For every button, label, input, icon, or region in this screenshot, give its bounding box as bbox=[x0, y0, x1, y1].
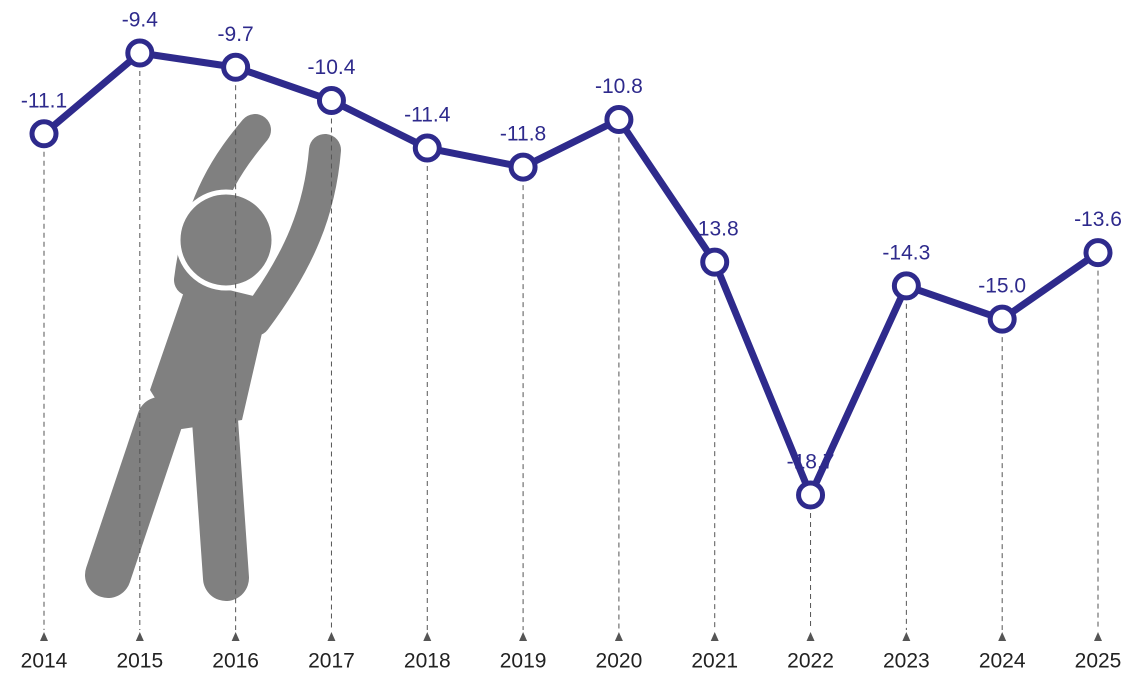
tick-arrow bbox=[423, 632, 431, 641]
person-figure bbox=[108, 130, 325, 578]
point bbox=[1086, 241, 1110, 265]
point bbox=[703, 250, 727, 274]
chart: 2014 2015 2016 2017 2018 2019 2020 2021 2022 2023… bbox=[0, 0, 1121, 674]
value-label: -11.4 bbox=[404, 104, 451, 127]
point bbox=[894, 274, 918, 298]
point bbox=[799, 483, 823, 507]
point bbox=[32, 122, 56, 146]
point bbox=[415, 136, 439, 160]
value-label: -15.0 bbox=[978, 275, 1026, 298]
point bbox=[319, 89, 343, 113]
point bbox=[224, 55, 248, 79]
tick-arrow bbox=[519, 632, 527, 641]
value-label: -9.7 bbox=[218, 23, 254, 46]
tick-arrow bbox=[711, 632, 719, 641]
tick-arrow bbox=[136, 632, 144, 641]
value-label: -11.8 bbox=[500, 123, 546, 146]
value-label: -10.8 bbox=[595, 75, 643, 98]
point bbox=[607, 108, 631, 132]
value-label: -13.6 bbox=[1074, 208, 1121, 231]
point bbox=[128, 41, 152, 65]
point bbox=[990, 307, 1014, 331]
x-tick-label: 2014 bbox=[21, 650, 68, 673]
tick-arrow bbox=[998, 632, 1006, 641]
tick-arrow bbox=[807, 632, 815, 641]
tick-arrow bbox=[40, 632, 48, 641]
tick-arrow bbox=[1094, 632, 1102, 641]
x-tick-label: 2016 bbox=[212, 650, 259, 673]
x-tick-label: 2020 bbox=[596, 650, 643, 673]
x-tick-label: 2017 bbox=[308, 650, 355, 673]
x-tick-label: 2024 bbox=[979, 650, 1026, 673]
tick-arrow bbox=[327, 632, 335, 641]
x-tick-label: 2022 bbox=[787, 650, 834, 673]
value-label: -10.4 bbox=[308, 56, 356, 79]
x-tick-label: 2025 bbox=[1075, 650, 1121, 673]
x-tick-label: 2023 bbox=[883, 650, 930, 673]
value-label: -9.4 bbox=[122, 9, 159, 32]
point bbox=[511, 155, 535, 179]
value-label: -11.1 bbox=[21, 89, 67, 112]
value-label: -13.8 bbox=[691, 218, 739, 241]
value-label: -14.3 bbox=[882, 241, 930, 264]
x-tick-label: 2015 bbox=[116, 650, 163, 673]
value-label: -18.7 bbox=[787, 451, 835, 474]
x-tick-label: 2021 bbox=[691, 650, 738, 673]
tick-arrow bbox=[232, 632, 240, 641]
x-tick-label: 2018 bbox=[404, 650, 451, 673]
tick-arrow bbox=[902, 632, 910, 641]
x-tick-label: 2019 bbox=[500, 650, 547, 673]
tick-arrow bbox=[615, 632, 623, 641]
